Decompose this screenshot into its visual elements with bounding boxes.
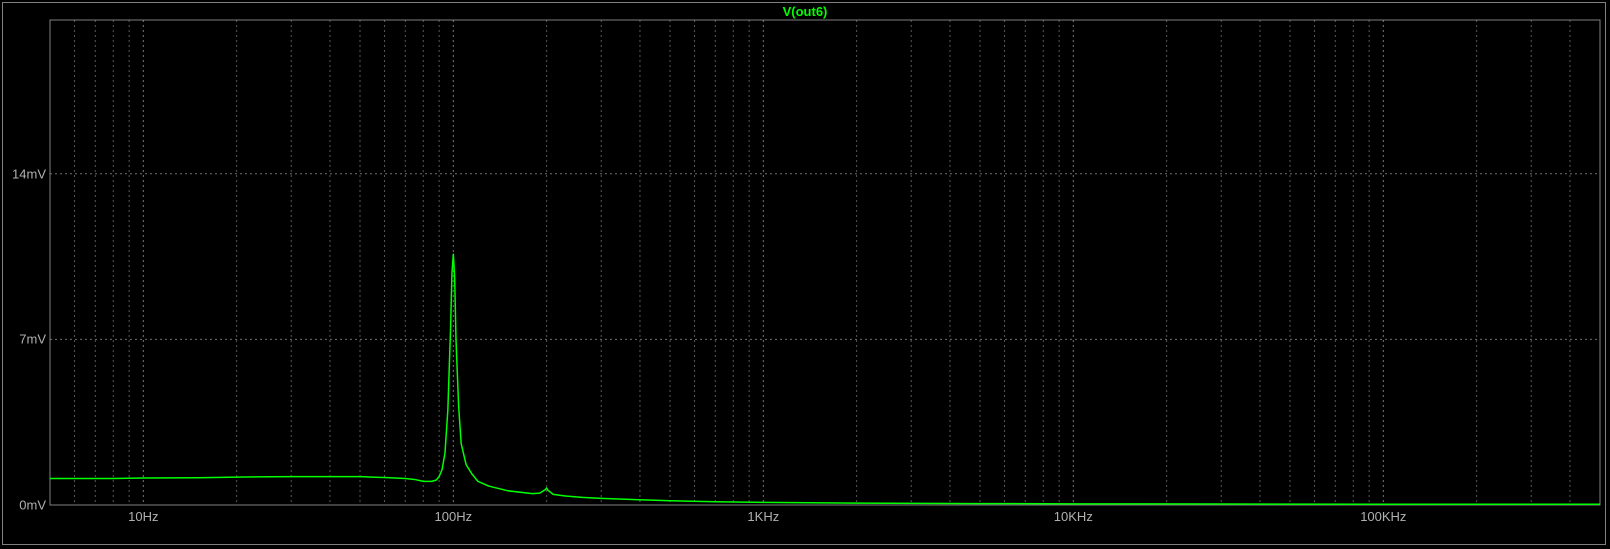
x-tick-label: 10Hz [128, 509, 158, 524]
y-tick-label: 14mV [2, 166, 46, 181]
y-tick-label: 0mV [2, 498, 46, 513]
y-tick-label: 7mV [2, 332, 46, 347]
plot-svg [0, 0, 1610, 549]
x-tick-label: 100KHz [1360, 509, 1406, 524]
chart-container: V(out6) 0mV7mV14mV10Hz100Hz1KHz10KHz100K… [0, 0, 1610, 549]
x-tick-label: 100Hz [435, 509, 473, 524]
x-tick-label: 1KHz [747, 509, 779, 524]
x-tick-label: 10KHz [1054, 509, 1093, 524]
